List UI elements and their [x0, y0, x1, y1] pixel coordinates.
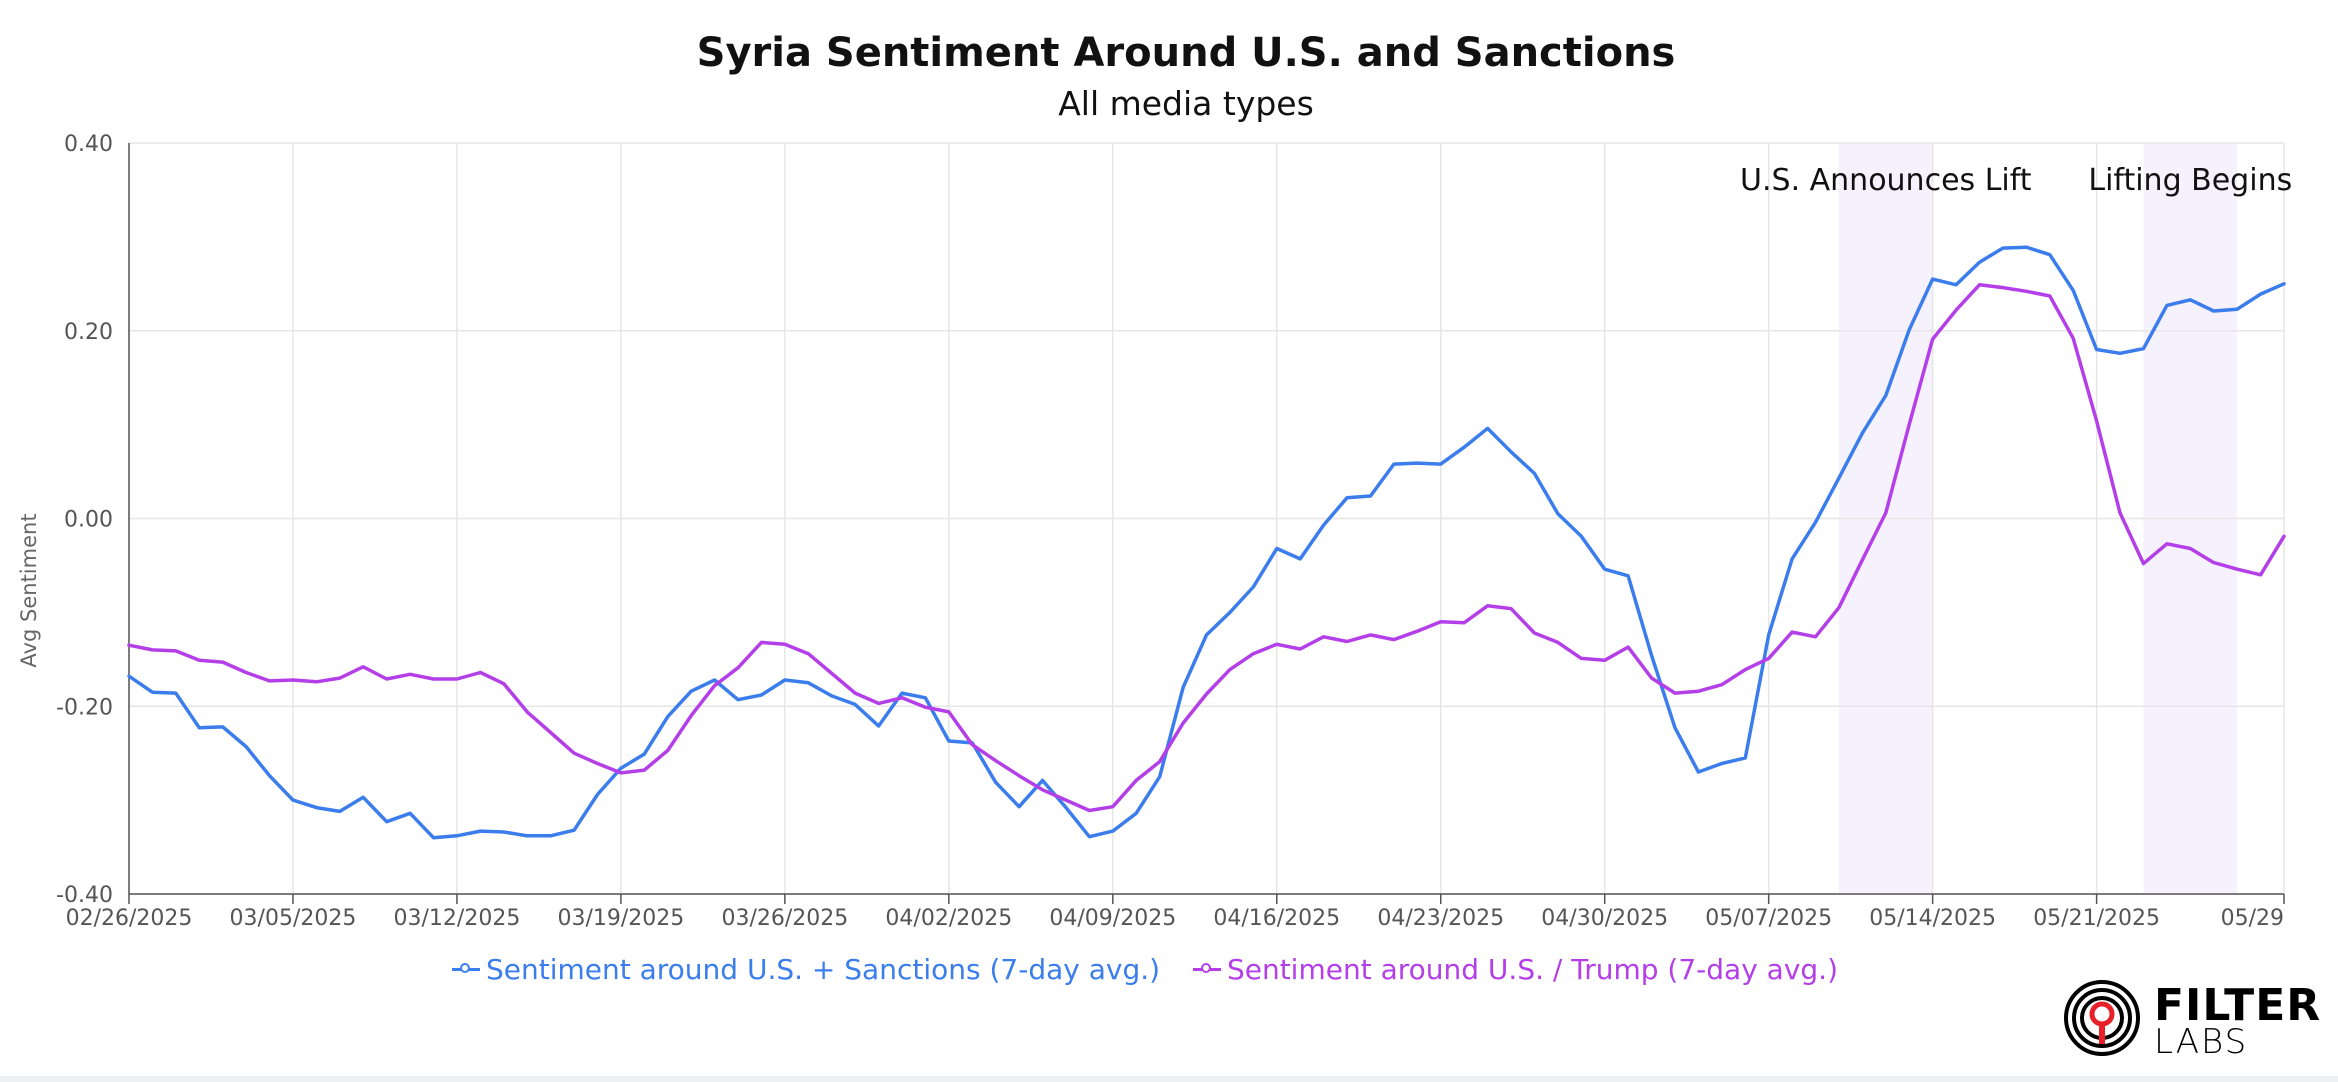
- band-label: Lifting Begins: [2088, 163, 2292, 198]
- legend: Sentiment around U.S. + Sanctions (7-day…: [0, 950, 2290, 986]
- y-tick-label: -0.20: [56, 695, 113, 720]
- series-line-0: [127, 245, 2286, 840]
- chart-title: Syria Sentiment Around U.S. and Sanction…: [696, 30, 1676, 76]
- x-tick-label: 05/21/2025: [2033, 906, 2160, 931]
- x-tick-label: 04/23/2025: [1377, 906, 1504, 931]
- x-tick-label: 04/30/2025: [1541, 906, 1668, 931]
- legend-marker-icon: [451, 962, 480, 976]
- band-label: U.S. Announces Lift: [1740, 163, 2032, 198]
- x-tick-label: 05/29: [2221, 906, 2284, 931]
- x-tick-label: 03/19/2025: [557, 906, 684, 931]
- x-tick-label: 03/26/2025: [721, 906, 848, 931]
- filter-labs-logo: FILTER LABS: [2062, 978, 2320, 1062]
- x-tick-label: 04/16/2025: [1213, 906, 1340, 931]
- filter-labs-emblem-icon: [2064, 980, 2140, 1056]
- legend-item-us-trump[interactable]: Sentiment around U.S. / Trump (7-day avg…: [1192, 952, 1839, 986]
- bottom-divider: [0, 1076, 2338, 1082]
- chart-subtitle: All media types: [1058, 84, 1314, 123]
- x-tick-label: 04/02/2025: [885, 906, 1012, 931]
- legend-label: Sentiment around U.S. / Trump (7-day avg…: [1226, 952, 1839, 986]
- x-tick-label: 05/14/2025: [1869, 906, 1996, 931]
- x-tick-label: 03/12/2025: [394, 906, 521, 931]
- y-tick-label: 0.40: [64, 132, 113, 157]
- logo-text-labs: LABS: [2154, 1022, 2249, 1062]
- y-tick-label: 0.20: [64, 320, 113, 345]
- x-tick-label: 03/05/2025: [230, 906, 357, 931]
- x-tick-label: 02/26/2025: [66, 906, 193, 931]
- series-line-1: [127, 283, 2286, 813]
- legend-item-us-sanctions[interactable]: Sentiment around U.S. + Sanctions (7-day…: [451, 952, 1161, 986]
- x-tick-label: 04/09/2025: [1049, 906, 1176, 931]
- y-tick-label: 0.00: [64, 508, 113, 533]
- y-axis-label: Avg Sentiment: [17, 513, 41, 667]
- legend-label: Sentiment around U.S. + Sanctions (7-day…: [485, 952, 1161, 986]
- x-tick-label: 05/07/2025: [1705, 906, 1832, 931]
- legend-marker-icon: [1192, 962, 1221, 976]
- logo-text-filter: FILTER: [2154, 980, 2322, 1031]
- y-tick-label: -0.40: [56, 883, 113, 908]
